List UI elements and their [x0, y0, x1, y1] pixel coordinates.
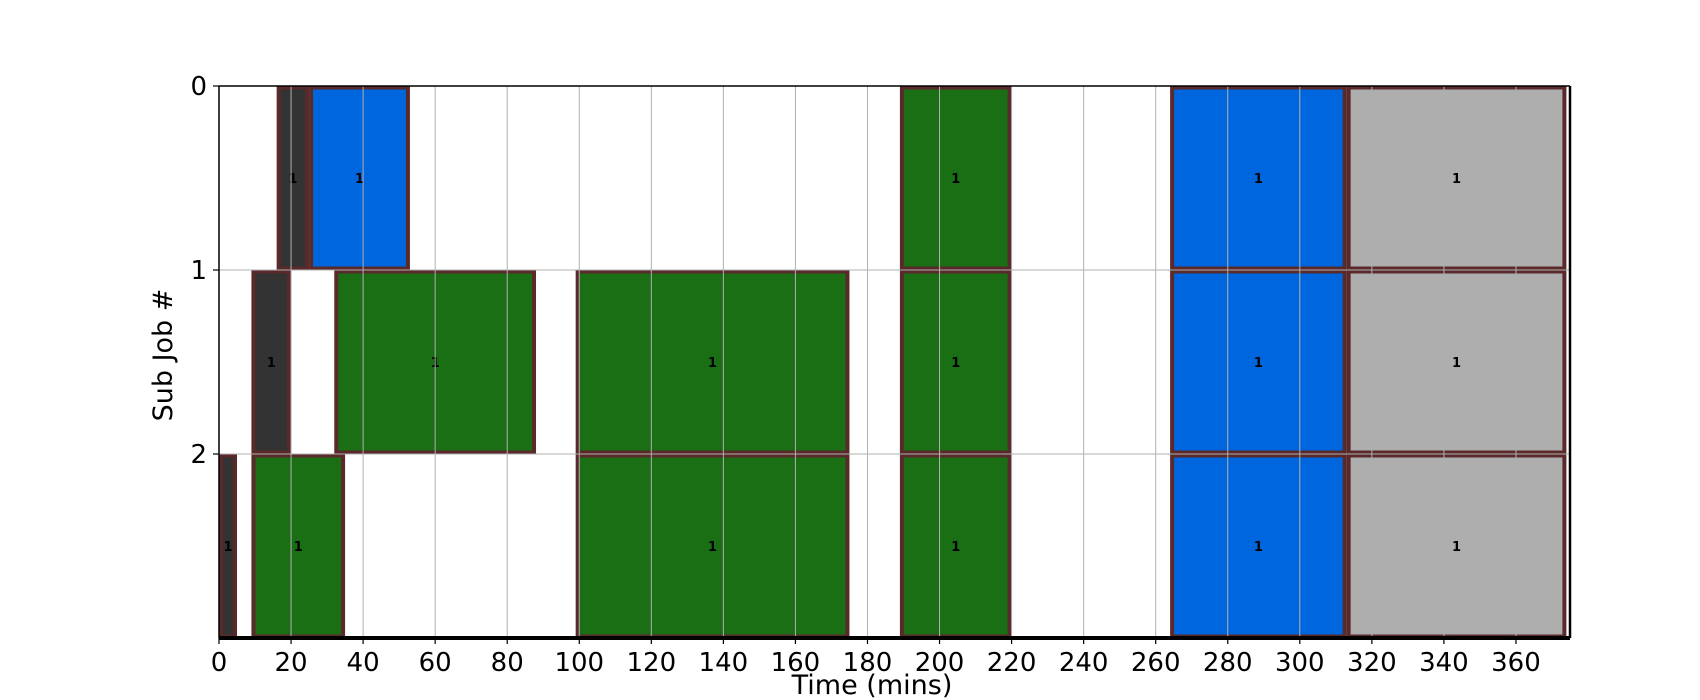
bar-label-row2-15: 1	[1254, 540, 1263, 555]
gantt-bar-row1-8	[899, 269, 1012, 455]
x-tick-label-20: 20	[275, 648, 308, 678]
bar-label-row2-11: 1	[223, 540, 232, 555]
gantt-bar-row0-1	[309, 85, 410, 271]
gantt-bar-row2-12	[251, 453, 346, 639]
y-tick-label-1: 1	[190, 256, 207, 286]
x-tick-label-140: 140	[699, 648, 749, 678]
x-tick-label-160: 160	[771, 648, 821, 678]
x-tick-label-100: 100	[554, 648, 604, 678]
x-tick-label-340: 340	[1419, 648, 1469, 678]
x-tick-label-60: 60	[419, 648, 452, 678]
y-tick-label-0: 0	[190, 72, 207, 102]
x-axis-title: Time (mins)	[791, 670, 953, 700]
bar-label-row0-1: 1	[355, 172, 364, 187]
gantt-bar-row0-2	[899, 85, 1012, 271]
bar-label-row1-9: 1	[1254, 356, 1263, 371]
gantt-bar-row0-4	[1346, 85, 1567, 271]
bar-label-row0-3: 1	[1254, 172, 1263, 187]
bars: 1 1 1 1 11 1 1 1 1 11 1 1 1 1 1	[219, 85, 1570, 639]
axes	[218, 85, 1572, 640]
bar-label-row1-5: 1	[267, 356, 276, 371]
tick-labels: 0 20 40 60 80 100 120 140 160 180 200 220 240 260 280 3…	[190, 72, 1540, 678]
bar-label-row0-0: 1	[288, 172, 297, 187]
x-tick-label-240: 240	[1059, 648, 1109, 678]
y-axis-title: Sub Job #	[148, 289, 179, 422]
gantt-bar-row1-7	[575, 269, 850, 455]
bar-label-row2-13: 1	[708, 540, 717, 555]
gantt-bar-row0-3	[1170, 85, 1347, 271]
x-tick-label-260: 260	[1131, 648, 1181, 678]
x-tick-label-40: 40	[347, 648, 380, 678]
x-tick-label-300: 300	[1275, 648, 1325, 678]
x-tick-label-280: 280	[1203, 648, 1253, 678]
x-tick-label-120: 120	[626, 648, 676, 678]
gantt-bar-row2-15	[1170, 453, 1347, 639]
gantt-bar-row1-9	[1170, 269, 1347, 455]
gantt-bar-row0-0	[276, 85, 310, 271]
gantt-bar-row1-5	[251, 269, 292, 455]
gantt-bar-row2-13	[575, 453, 850, 639]
x-tick-label-320: 320	[1347, 648, 1397, 678]
gantt-bar-row2-16	[1346, 453, 1567, 639]
bar-label-row1-8: 1	[951, 356, 960, 371]
x-tick-label-80: 80	[491, 648, 524, 678]
x-tick-label-360: 360	[1491, 648, 1541, 678]
gantt-bar-row1-10	[1346, 269, 1567, 455]
x-tick-label-180: 180	[843, 648, 893, 678]
bar-label-row2-16: 1	[1452, 540, 1461, 555]
y-tick-label-2: 2	[190, 440, 207, 470]
x-tick-label-220: 220	[987, 648, 1037, 678]
x-tick-label-0: 0	[211, 648, 228, 678]
bar-label-row0-4: 1	[1452, 172, 1461, 187]
bar-label-row2-14: 1	[951, 540, 960, 555]
bar-label-row2-12: 1	[294, 540, 303, 555]
x-tick-label-200: 200	[915, 648, 965, 678]
bar-label-row1-10: 1	[1452, 356, 1461, 371]
bar-label-row0-2: 1	[951, 172, 960, 187]
bar-label-row1-7: 1	[708, 356, 717, 371]
